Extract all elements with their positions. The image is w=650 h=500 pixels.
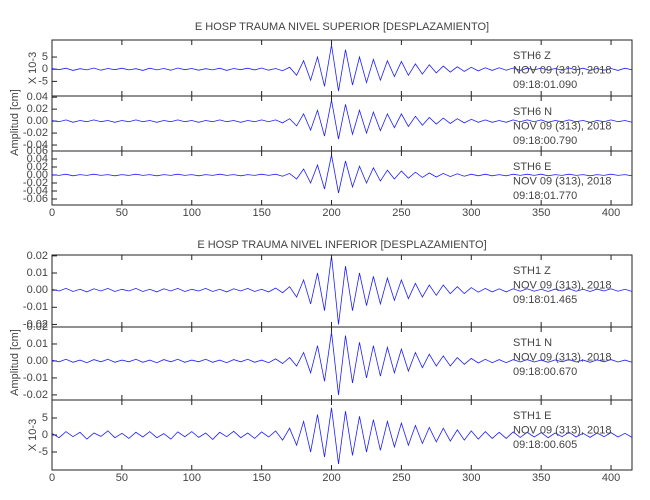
- x-tick-label: 50: [116, 207, 128, 219]
- y-tick-label: 0.00: [27, 355, 48, 367]
- waveform: [51, 407, 633, 464]
- y-tick-label: -0.02: [23, 177, 48, 189]
- y-tick-label: 0.01: [27, 338, 48, 350]
- y-tick-label: -0.01: [23, 372, 48, 384]
- chart-title: E HOSP TRAUMA NIVEL INFERIOR [DESPLAZAMI…: [197, 239, 486, 251]
- trace-annotation: NOV 09 (313), 2018: [513, 120, 611, 132]
- y-tick-label: 0.02: [27, 103, 48, 115]
- y-tick-label: -0.04: [23, 185, 48, 197]
- y-tick-label: 5: [42, 51, 48, 63]
- scale-label: X 10-3: [27, 419, 39, 451]
- y-tick-label: -0.02: [23, 127, 48, 139]
- y-axis-label: Amplitud [cm]: [9, 89, 21, 156]
- trace-annotation: 09:18:01.090: [513, 79, 577, 91]
- scale-label: X 10-3: [27, 52, 39, 84]
- trace-annotation: STH1 E: [513, 410, 552, 422]
- y-tick-label: 0: [42, 63, 48, 75]
- trace-annotation: 09:18:01.770: [513, 190, 577, 202]
- y-tick-label: -0.04: [23, 139, 48, 151]
- y-tick-label: -5: [38, 446, 48, 458]
- trace-annotation: 09:18:00.670: [513, 366, 577, 378]
- x-tick-label: 250: [392, 207, 410, 219]
- trace-annotation: NOV 09 (313), 2018: [513, 175, 611, 187]
- waveform: [51, 332, 633, 395]
- y-tick-label: -0.01: [23, 301, 48, 313]
- x-tick-label: 400: [602, 472, 620, 484]
- panel-frame: [51, 150, 633, 206]
- y-tick-label: -0.02: [23, 389, 48, 401]
- trace-annotation: STH6 N: [513, 106, 552, 118]
- trace-annotation: STH6 E: [513, 161, 552, 173]
- x-tick-label: 400: [602, 207, 620, 219]
- trace-annotation: NOV 09 (313), 2018: [513, 351, 611, 363]
- y-tick-label: 0.02: [27, 161, 48, 173]
- x-tick-label: 350: [532, 207, 550, 219]
- x-tick-label: 200: [322, 472, 340, 484]
- y-tick-label: -0.02: [23, 318, 48, 330]
- waveform: [51, 44, 633, 92]
- x-tick-label: 300: [462, 472, 480, 484]
- trace-annotation: 09:18:01.465: [513, 294, 577, 306]
- x-tick-label: 200: [322, 207, 340, 219]
- trace-annotation: STH1 N: [513, 337, 552, 349]
- y-tick-label: 0.02: [27, 321, 48, 333]
- x-tick-label: 350: [532, 472, 550, 484]
- x-tick-label: 0: [49, 207, 55, 219]
- x-tick-label: 150: [252, 472, 270, 484]
- y-tick-label: 0.06: [27, 145, 48, 157]
- y-tick-label: 0.00: [27, 115, 48, 127]
- x-tick-label: 250: [392, 472, 410, 484]
- waveform: [51, 154, 633, 194]
- trace-annotation: NOV 09 (313), 2018: [513, 64, 611, 76]
- trace-annotation: NOV 09 (313), 2018: [513, 424, 611, 436]
- waveform: [51, 100, 633, 140]
- y-tick-label: 0.00: [27, 284, 48, 296]
- x-tick-label: 100: [183, 207, 201, 219]
- y-tick-label: -0.06: [23, 193, 48, 205]
- x-tick-label: 100: [183, 472, 201, 484]
- y-tick-label: 5: [42, 412, 48, 424]
- y-tick-label: 0.01: [27, 267, 48, 279]
- waveform: [51, 255, 633, 325]
- trace-annotation: NOV 09 (313), 2018: [513, 279, 611, 291]
- y-tick-label: 0.02: [27, 250, 48, 262]
- y-tick-label: 0.04: [27, 91, 48, 103]
- trace-annotation: 09:18:00.790: [513, 135, 577, 147]
- y-tick-label: 0.04: [27, 153, 48, 165]
- trace-annotation: STH1 Z: [513, 265, 551, 277]
- y-tick-label: -5: [38, 75, 48, 87]
- y-tick-label: 0.00: [27, 169, 48, 181]
- x-tick-label: 0: [49, 472, 55, 484]
- x-tick-label: 300: [462, 207, 480, 219]
- y-tick-label: 0: [42, 429, 48, 441]
- chart-title: E HOSP TRAUMA NIVEL SUPERIOR [DESPLAZAMI…: [195, 21, 489, 33]
- trace-annotation: 09:18:00.605: [513, 439, 577, 451]
- x-tick-label: 50: [116, 472, 128, 484]
- x-tick-label: 150: [252, 207, 270, 219]
- trace-annotation: STH6 Z: [513, 50, 551, 62]
- y-axis-label: Amplitud [cm]: [9, 329, 21, 396]
